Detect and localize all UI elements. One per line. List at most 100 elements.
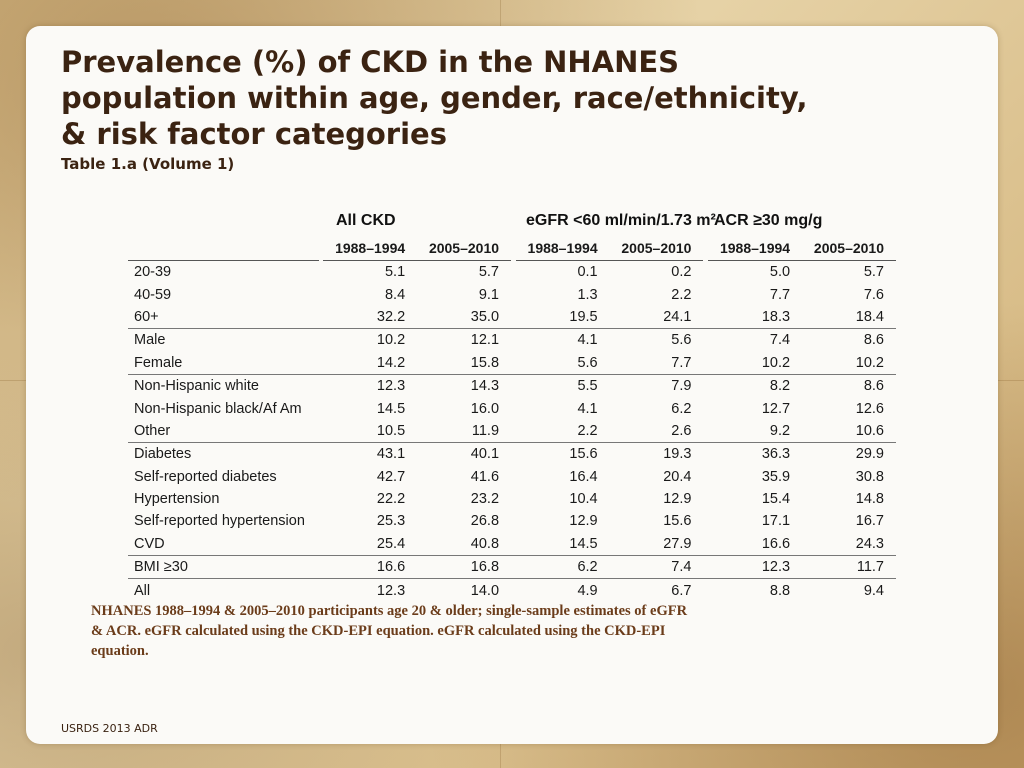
table-cell: 7.6: [863, 286, 884, 303]
table-cell: 15.6: [515, 442, 610, 466]
table-cell: 10.2: [323, 328, 418, 352]
slide-title: Prevalence (%) of CKD in the NHANES popu…: [61, 45, 808, 151]
table-cell: 24.3: [855, 535, 884, 552]
table-cell: 10.2: [855, 354, 884, 371]
table-cell: 14.2: [376, 354, 406, 371]
table-cell: 10.4: [569, 491, 598, 508]
table-cell: 43.1: [323, 442, 418, 466]
table-cell: 7.4: [609, 555, 704, 579]
table-row: Self-reported diabetes 42.7 41.6 16.4 20.4 35…: [128, 466, 896, 488]
table-cell: 29.9: [802, 442, 896, 466]
table-row: CVD 25.4 40.8 14.5 27.9 16.6 24.3: [128, 533, 896, 556]
table-cell: 9.2: [769, 422, 791, 439]
table-row: Female 14.2 15.8 5.6 7.7 10.2 10.2: [128, 352, 896, 375]
table-cell: 7.4: [708, 328, 803, 352]
table-cell: 6.2: [515, 555, 610, 579]
table-cell: 14.0: [417, 578, 512, 602]
footer-source: USRDS 2013 ADR: [61, 722, 158, 735]
table-cell: 18.4: [855, 308, 884, 325]
table-cell: 22.2: [376, 491, 406, 508]
row-label: Other: [134, 422, 171, 439]
table-cell: 40.8: [470, 535, 500, 552]
table-cell: 36.3: [708, 442, 803, 466]
table-cell: 5.1: [384, 264, 406, 281]
table-cell: 16.4: [569, 468, 598, 485]
table-cell: 19.5: [569, 308, 598, 325]
table-cell: 12.7: [761, 400, 791, 417]
table-body: 20-39 5.1 5.7 0.1 0.2 5.0 5.7 40-59 8.4 9.1 1.3 2.2…: [128, 261, 896, 602]
period-header: 2005–2010: [609, 236, 704, 261]
row-label: Non-Hispanic white: [128, 373, 319, 398]
table-cell: 15.8: [470, 354, 500, 371]
table-cell: 6.2: [671, 400, 692, 417]
table-cell: 23.2: [470, 491, 500, 508]
table-cell: 16.0: [470, 400, 500, 417]
table-row: 60+ 32.2 35.0 19.5 24.1 18.3 18.4: [128, 306, 896, 329]
row-label: BMI ≥30: [128, 555, 319, 579]
table-cell: 8.4: [384, 286, 406, 303]
data-table: 1988–1994 2005–2010 1988–1994 2005–2010 …: [128, 236, 896, 602]
table-cell: 7.7: [769, 286, 791, 303]
table-cell: 16.6: [323, 555, 418, 579]
table-cell: 11.9: [471, 422, 500, 439]
row-label: Self-reported diabetes: [134, 468, 277, 485]
table-cell: 7.9: [609, 373, 704, 398]
slide-subtitle: Table 1.a (Volume 1): [61, 155, 235, 173]
table-cell: 7.7: [671, 354, 692, 371]
table-cell: 12.3: [323, 373, 418, 398]
table-cell: 5.7: [863, 264, 884, 281]
row-label: CVD: [134, 535, 165, 552]
table-cell: 12.3: [323, 578, 418, 602]
label-column-header: [128, 236, 319, 261]
group-header-egfr: eGFR <60 ml/min/1.73 m²: [526, 212, 716, 229]
table-row: BMI ≥30 16.6 16.8 6.2 7.4 12.3 11.7: [128, 555, 896, 579]
table-cell: 26.8: [470, 513, 500, 530]
row-label: 20-39: [134, 264, 172, 281]
table-cell: 40.1: [417, 442, 512, 466]
table-cell: 9.4: [802, 578, 896, 602]
group-header-acr: ACR ≥30 mg/g: [714, 212, 823, 229]
table-cell: 14.5: [376, 400, 406, 417]
row-label: Diabetes: [128, 442, 319, 466]
row-label: Female: [134, 354, 183, 371]
table-row: Other 10.5 11.9 2.2 2.6 9.2 10.6: [128, 420, 896, 443]
table-row: Self-reported hypertension 25.3 26.8 12.9 15…: [128, 510, 896, 532]
table-cell: 25.3: [376, 513, 406, 530]
table-cell: 5.5: [515, 373, 610, 398]
table-row: Non-Hispanic black/Af Am 14.5 16.0 4.1 6.2 12…: [128, 397, 896, 419]
row-label: 40-59: [134, 286, 172, 303]
table-cell: 0.2: [671, 264, 692, 281]
table-cell: 35.0: [470, 308, 500, 325]
table-row: All 12.3 14.0 4.9 6.7 8.8 9.4: [128, 578, 896, 602]
table-row: 20-39 5.1 5.7 0.1 0.2 5.0 5.7: [128, 261, 896, 284]
table-cell: 16.8: [417, 555, 512, 579]
table-cell: 11.7: [802, 555, 896, 579]
table-cell: 12.3: [708, 555, 803, 579]
table-cell: 2.2: [671, 286, 692, 303]
row-label: Non-Hispanic black/Af Am: [134, 400, 302, 417]
table-row: 40-59 8.4 9.1 1.3 2.2 7.7 7.6: [128, 283, 896, 305]
table-cell: 32.2: [376, 308, 406, 325]
table-cell: 27.9: [663, 535, 692, 552]
table-cell: 5.0: [769, 264, 791, 281]
table-cell: 10.2: [761, 354, 791, 371]
table-cell: 5.6: [609, 328, 704, 352]
row-label: Male: [128, 328, 319, 352]
table-cell: 12.1: [417, 328, 512, 352]
table-cell: 14.3: [417, 373, 512, 398]
period-header: 2005–2010: [417, 236, 512, 261]
period-header: 2005–2010: [802, 236, 896, 261]
table-row: Male 10.2 12.1 4.1 5.6 7.4 8.6: [128, 328, 896, 352]
table-row: Non-Hispanic white 12.3 14.3 5.5 7.9 8.2 8.6: [128, 373, 896, 398]
row-label: 60+: [134, 308, 159, 325]
table-row: Hypertension 22.2 23.2 10.4 12.9 15.4 14.8: [128, 488, 896, 510]
table-cell: 19.3: [609, 442, 704, 466]
period-header: 1988–1994: [708, 236, 803, 261]
table-cell: 12.9: [663, 491, 692, 508]
table-cell: 1.3: [577, 286, 598, 303]
group-header-all-ckd: All CKD: [336, 212, 396, 229]
table-cell: 5.6: [577, 354, 598, 371]
table-cell: 15.6: [663, 513, 692, 530]
table-cell: 10.5: [376, 422, 406, 439]
period-header: 1988–1994: [323, 236, 418, 261]
